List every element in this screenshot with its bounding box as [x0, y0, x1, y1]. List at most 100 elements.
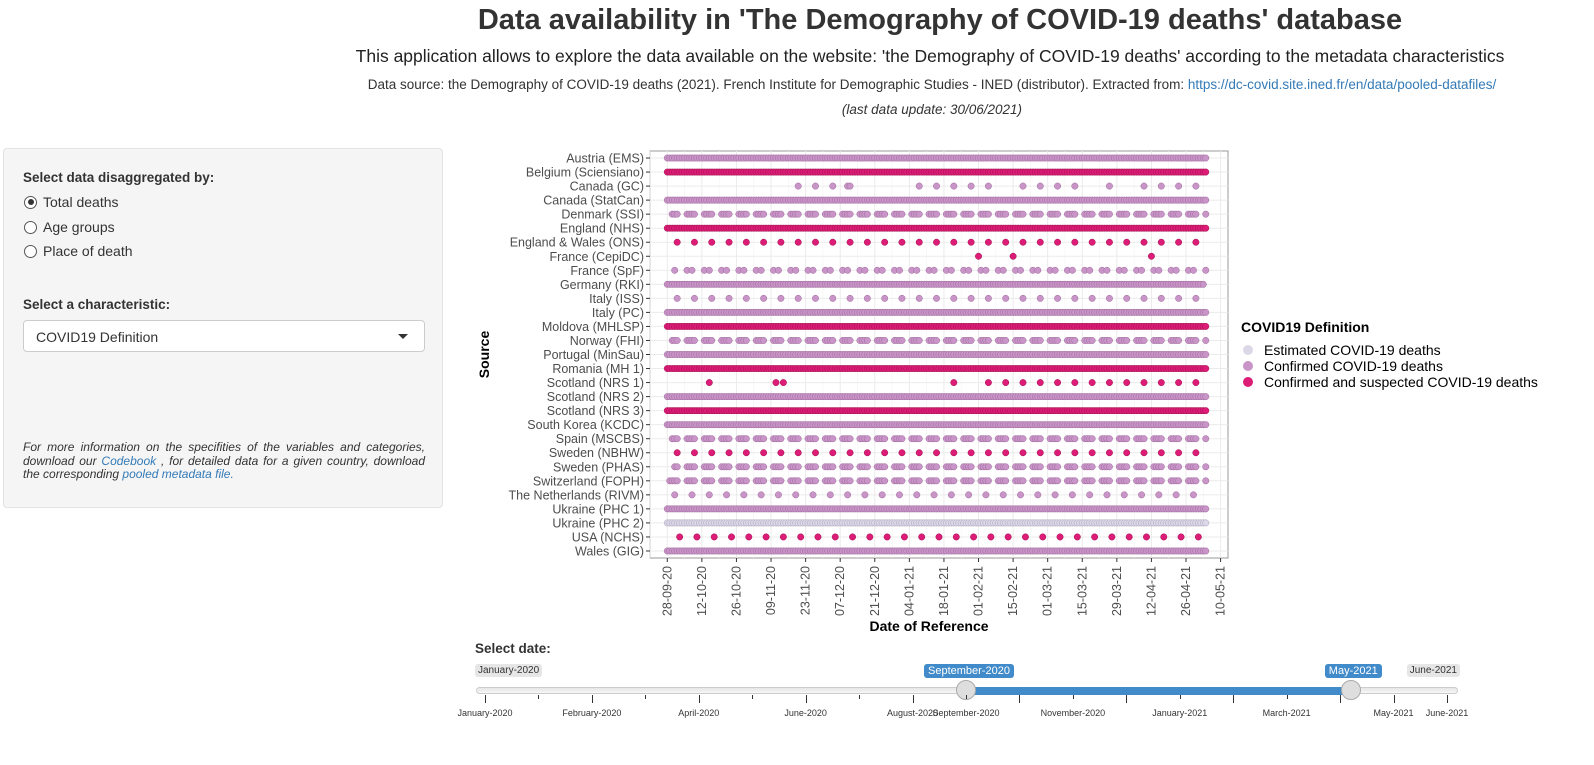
y-tick-label: Italy (ISS) [589, 292, 644, 306]
data-point [846, 449, 854, 457]
data-point [673, 294, 681, 302]
data-point [774, 491, 782, 499]
data-point [814, 533, 822, 541]
data-point [725, 435, 733, 443]
data-point [1071, 463, 1079, 471]
data-point [881, 337, 889, 344]
availability-chart: 28-09-20 12-10-20 26-10-20 09-11-20 23-11-20… [476, 150, 1538, 634]
data-point [760, 210, 768, 218]
data-point [1123, 294, 1131, 302]
data-point [863, 294, 871, 302]
data-point [1002, 463, 1010, 471]
data-point [1192, 337, 1200, 344]
data-point [1019, 463, 1027, 471]
data-point [846, 294, 854, 302]
codebook-link[interactable]: Codebook [101, 453, 157, 468]
data-point [1004, 533, 1012, 541]
data-point [725, 449, 733, 457]
data-point [1019, 449, 1027, 457]
slider-from-handle[interactable] [956, 680, 976, 700]
slider-to-handle[interactable] [1340, 680, 1361, 700]
data-point [898, 463, 906, 471]
pooled-metadata-link[interactable]: pooled metadata file. [122, 467, 234, 481]
data-point [742, 449, 750, 457]
data-point [777, 337, 785, 344]
data-point [1105, 463, 1113, 471]
data-point [1125, 533, 1133, 541]
data-point [933, 463, 940, 471]
data-point [915, 182, 923, 190]
data-point [1036, 463, 1044, 471]
characteristic-select[interactable]: COVID19 Definition [23, 320, 425, 352]
data-point [671, 266, 679, 274]
data-point [1157, 337, 1165, 344]
radio-unchecked-icon[interactable] [24, 220, 37, 234]
data-point [812, 449, 819, 457]
data-point [812, 477, 819, 485]
slider-tick-label: March-2021 [1262, 708, 1311, 718]
data-point [849, 533, 856, 541]
slider-tick [1179, 695, 1181, 699]
radio-age-groups[interactable]: Age groups [24, 219, 115, 235]
data-point [1140, 477, 1148, 485]
data-point [1138, 266, 1145, 274]
y-tick-label: Belgium (Sciensiano) [526, 166, 644, 180]
data-point [1071, 435, 1079, 443]
data-point [950, 210, 958, 218]
slider-tick-label: January-2020 [457, 708, 513, 718]
slider-selected-range[interactable] [966, 687, 1351, 695]
data-point [1086, 266, 1094, 274]
data-point [984, 477, 992, 485]
data-point [1202, 196, 1210, 204]
data-point [1002, 477, 1010, 485]
radio-total-deaths[interactable]: Total deaths [24, 194, 119, 210]
slider-tick-label: February-2020 [562, 708, 622, 718]
data-point [982, 491, 990, 499]
data-point [984, 463, 992, 471]
data-point [1123, 477, 1131, 485]
date-range-slider[interactable]: January-2020 June-2021 September-2020 Ma… [457, 660, 1480, 730]
data-point [777, 463, 785, 471]
data-point [915, 294, 923, 302]
data-point [691, 337, 698, 344]
radio-checked-icon[interactable] [24, 195, 37, 209]
data-point [1071, 379, 1079, 387]
data-point [708, 238, 716, 246]
data-point [933, 337, 940, 344]
data-point [705, 266, 713, 274]
data-point [1034, 491, 1042, 499]
radio-place-of-death[interactable]: Place of death [24, 243, 133, 259]
radio-unchecked-icon[interactable] [24, 244, 37, 258]
data-point [1140, 210, 1148, 218]
data-point [1140, 238, 1148, 246]
data-point [812, 435, 819, 443]
data-point [999, 491, 1007, 499]
data-point [705, 491, 713, 499]
data-point [1157, 463, 1165, 471]
data-point [708, 435, 716, 443]
data-point [984, 210, 992, 218]
data-point [1192, 210, 1200, 218]
data-source-link[interactable]: https://dc-covid.site.ined.fr/en/data/po… [1187, 77, 1497, 92]
data-point [896, 491, 903, 499]
data-point [967, 182, 975, 190]
y-tick-label: Canada (StatCan) [543, 194, 644, 208]
data-point [829, 210, 837, 218]
y-tick-label: Canada (GC) [570, 180, 644, 194]
data-point [1202, 308, 1210, 316]
data-point [812, 294, 819, 302]
data-point [777, 238, 785, 246]
data-point [809, 491, 817, 499]
data-point [777, 477, 785, 485]
slider-tick [485, 695, 486, 703]
data-point [965, 491, 973, 499]
data-point [863, 435, 871, 443]
data-point [1091, 533, 1099, 541]
data-point [846, 238, 854, 246]
data-point [1123, 463, 1131, 471]
data-point [740, 266, 748, 274]
slider-from-label: September-2020 [924, 664, 1014, 678]
data-point [1036, 477, 1044, 485]
data-point [1202, 547, 1210, 555]
slider-label: Select date: [475, 641, 551, 656]
